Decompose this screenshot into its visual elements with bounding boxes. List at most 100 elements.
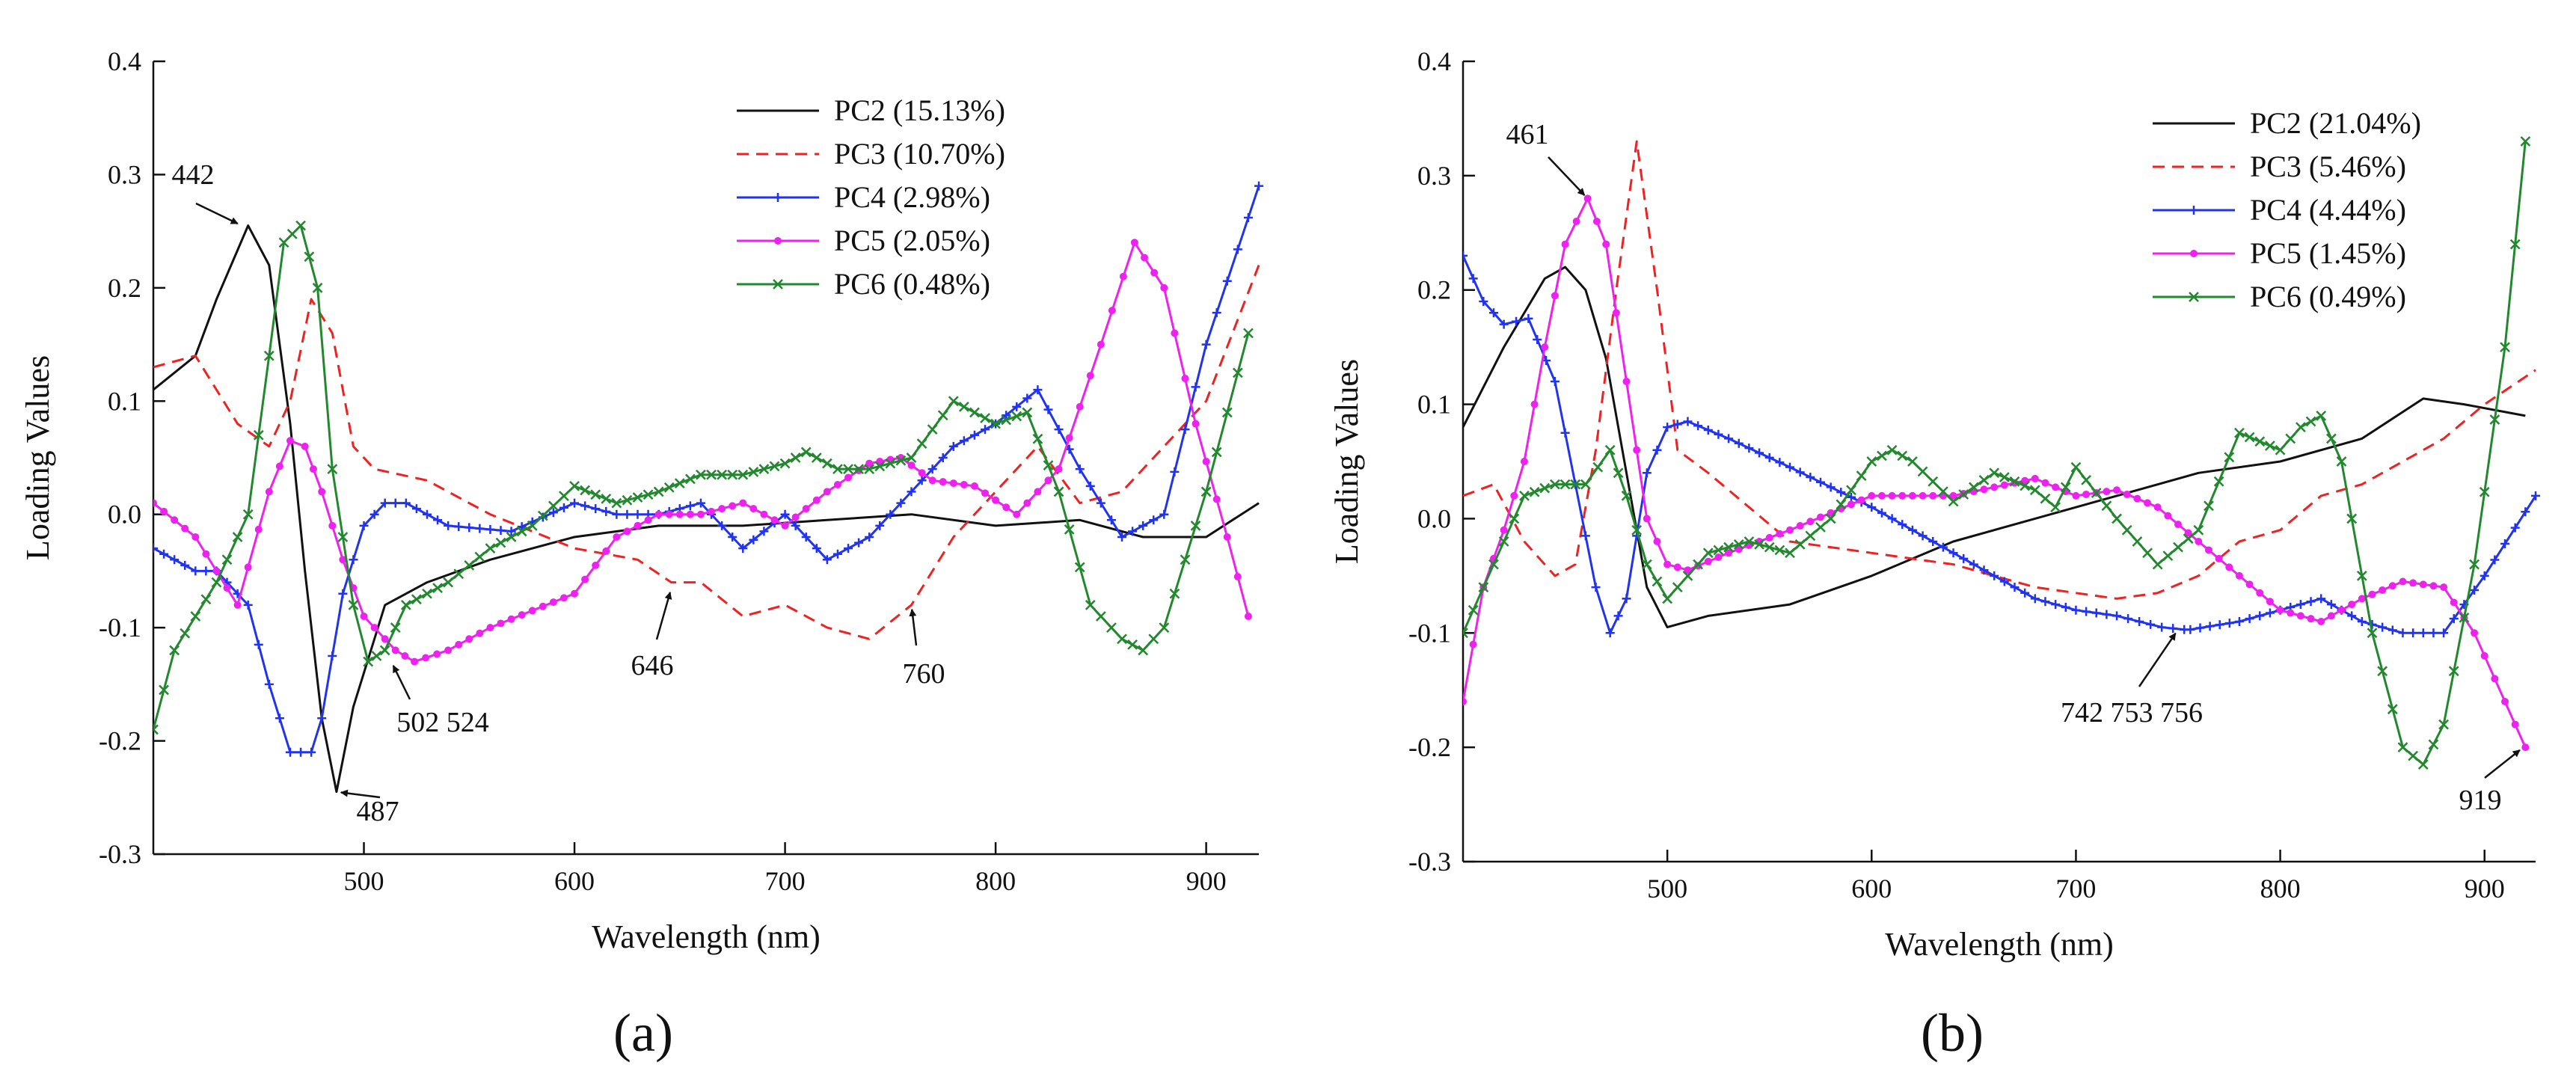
chart-b-point-pc5 xyxy=(1980,485,1988,494)
chart-a-point-pc5 xyxy=(865,459,874,467)
chart-a-legend-marker xyxy=(773,279,783,289)
chart-a-point-pc5 xyxy=(286,437,294,445)
chart-b-point-pc6 xyxy=(2325,433,2337,444)
chart-panel-a: -0.3 -0.2 -0.1 0.0 0.1 0.2 0.3 0.4 500 600 700 800 9… xyxy=(19,46,1263,955)
chart-a-point-pc5 xyxy=(1108,307,1116,315)
chart-a-point-pc4 xyxy=(422,509,432,519)
chart-a-point-pc5 xyxy=(518,611,526,619)
chart-a-point-pc6 xyxy=(159,684,169,696)
chart-a-point-pc6 xyxy=(453,568,464,580)
chart-b-point-pc6 xyxy=(1723,542,1734,553)
chart-b-point-pc6 xyxy=(2489,414,2500,425)
chart-b-point-pc5 xyxy=(2041,479,2049,487)
chart-b-point-pc6 xyxy=(2234,427,2245,438)
chart-a-point-pc6 xyxy=(485,543,496,554)
chart-a-point-pc4 xyxy=(1201,340,1211,349)
chart-a-point-pc4 xyxy=(464,523,474,533)
chart-a-point-pc5 xyxy=(708,507,716,515)
chart-b-point-pc6 xyxy=(1958,489,1969,500)
chart-b-point-pc5 xyxy=(2195,538,2203,545)
chart-a-point-pc4 xyxy=(159,549,169,559)
chart-b-point-pc6 xyxy=(2509,239,2521,250)
chart-a-point-pc5 xyxy=(833,480,841,488)
chart-b-point-pc4 xyxy=(2347,611,2357,621)
chart-a-point-pc5 xyxy=(749,505,758,513)
chart-a-ytick-label: 0.0 xyxy=(108,500,141,530)
chart-a-point-pc4 xyxy=(328,651,337,660)
chart-b-point-pc6 xyxy=(1529,486,1540,497)
chart-a-point-pc6 xyxy=(948,396,959,407)
chart-b-point-pc6 xyxy=(1754,539,1764,550)
chart-b-point-pc4 xyxy=(1907,525,1917,535)
chart-a-point-pc4 xyxy=(612,509,622,519)
chart-b-point-pc5 xyxy=(1633,446,1641,454)
chart-a-point-pc5 xyxy=(360,613,368,620)
chart-a-point-pc4 xyxy=(738,544,748,553)
chart-a-point-pc5 xyxy=(265,488,273,496)
chart-b-point-pc6 xyxy=(1580,479,1591,490)
chart-a-point-pc6 xyxy=(611,497,622,509)
chart-a-annotation-arrow xyxy=(195,202,239,225)
chart-b-point-pc4 xyxy=(1764,453,1774,462)
chart-b-point-pc5 xyxy=(2307,615,2315,623)
chart-a-ylabel: Loading Values xyxy=(19,355,56,560)
chart-b-point-pc4 xyxy=(1714,429,1723,439)
chart-b-point-pc6 xyxy=(1570,479,1581,490)
chart-a-point-pc6 xyxy=(400,599,411,610)
chart-a-point-pc4 xyxy=(633,509,643,519)
chart-b-point-pc4 xyxy=(1969,559,1978,569)
chart-a-point-pc6 xyxy=(1211,447,1222,458)
chart-a-point-pc5 xyxy=(571,589,579,598)
chart-b-point-pc4 xyxy=(1867,503,1877,512)
chart-a-point-pc5 xyxy=(907,461,916,470)
chart-a-point-pc4 xyxy=(1002,411,1011,420)
chart-b-point-pc5 xyxy=(2327,612,2335,620)
chart-b-point-pc6 xyxy=(1794,539,1806,550)
chart-b-point-pc6 xyxy=(2213,476,2224,487)
chart-b-point-pc5 xyxy=(1857,496,1865,504)
chart-b-point-pc6 xyxy=(2142,547,2153,559)
chart-b-point-pc6 xyxy=(2459,613,2470,623)
chart-b-point-pc5 xyxy=(1725,549,1733,557)
chart-a-point-pc5 xyxy=(760,510,768,518)
chart-a-point-pc6 xyxy=(242,509,254,520)
chart-a-point-pc4 xyxy=(938,453,948,462)
chart-b-point-pc5 xyxy=(1673,563,1681,571)
chart-a-annotation-arrow xyxy=(340,789,381,799)
chart-b-point-pc6 xyxy=(2029,485,2040,496)
chart-b-point-pc4 xyxy=(1785,462,1795,472)
chart-a-point-pc5 xyxy=(309,465,317,473)
chart-a-point-pc5 xyxy=(455,640,463,648)
chart-a-point-pc4 xyxy=(243,600,253,610)
chart-b-point-pc4 xyxy=(2186,625,2195,634)
chart-b-point-pc5 xyxy=(2317,618,2325,625)
chart-b-point-pc6 xyxy=(2275,444,2286,455)
chart-b-point-pc4 xyxy=(1999,577,2009,586)
chart-a-legend-label: PC2 (15.13%) xyxy=(834,93,1005,127)
chart-a-point-pc4 xyxy=(285,747,295,757)
chart-b-point-pc4 xyxy=(1887,514,1897,524)
chart-b-point-pc6 xyxy=(1907,456,1918,467)
chart-a-point-pc4 xyxy=(1106,515,1116,525)
chart-b-point-pc4 xyxy=(2157,622,2167,632)
chart-b-point-pc5 xyxy=(1919,491,1927,500)
chart-b-annotation-arrow xyxy=(1548,156,1586,196)
chart-a-point-pc4 xyxy=(1233,245,1242,254)
chart-a-point-pc6 xyxy=(153,724,159,735)
chart-a-point-pc5 xyxy=(1192,420,1200,428)
chart-a-point-pc4 xyxy=(454,522,464,532)
chart-b-point-pc5 xyxy=(2184,529,2192,537)
chart-a-point-pc4 xyxy=(559,503,568,512)
chart-a-point-pc5 xyxy=(1202,458,1210,466)
chart-a-point-pc5 xyxy=(602,547,610,555)
chart-a-point-pc5 xyxy=(559,594,568,602)
chart-b-point-pc6 xyxy=(1733,539,1744,550)
chart-a-point-pc6 xyxy=(443,577,454,588)
chart-a-point-pc4 xyxy=(506,527,516,536)
chart-b-point-pc6 xyxy=(1877,450,1887,461)
chart-a-ytick-label: -0.3 xyxy=(99,839,141,869)
chart-b-point-pc5 xyxy=(2225,563,2233,571)
chart-a-annotation-label: 502 524 xyxy=(396,707,489,738)
chart-a-series-pc6 xyxy=(153,220,1254,735)
chart-b-point-pc5 xyxy=(1663,560,1672,568)
